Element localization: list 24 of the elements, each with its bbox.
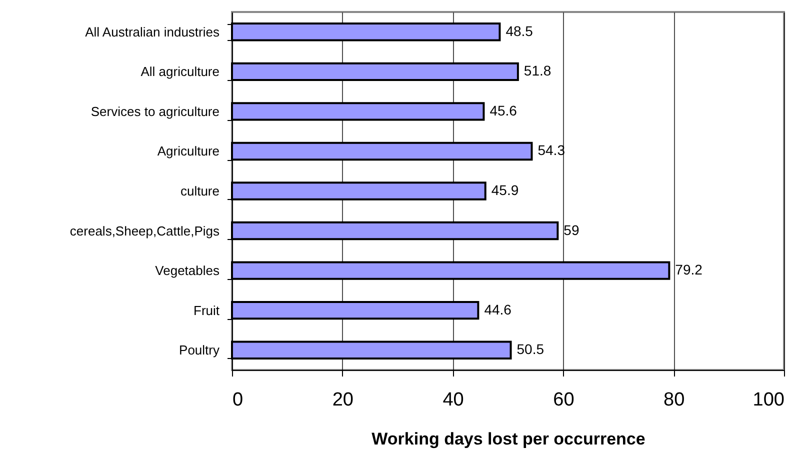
x-tick-label: 60: [553, 390, 574, 410]
y-tick-label: Poultry: [179, 342, 220, 358]
y-tick-label: Vegetables: [155, 263, 220, 278]
data-label: 48.5: [506, 22, 534, 39]
y-tick-label: Agriculture: [157, 144, 220, 159]
y-tick-label: Fruit: [194, 302, 220, 318]
data-label: 59: [564, 222, 580, 238]
x-tick-label: 100: [752, 390, 784, 410]
data-label: 51.8: [524, 62, 552, 79]
x-tick-label: 20: [332, 390, 354, 410]
y-tick-label: Services to agriculture: [90, 104, 220, 119]
data-label: 45.9: [491, 182, 519, 198]
y-tick-label: cereals,Sheep,Cattle,Pigs: [70, 223, 220, 238]
data-label: 45.6: [490, 102, 518, 118]
y-tick-label: All Australian industries: [85, 24, 220, 40]
x-axis-title: Working days lost per occurrence: [372, 430, 646, 448]
x-tick-label: 0: [232, 390, 244, 410]
y-tick-label: All agriculture: [140, 64, 220, 80]
data-label: 79.2: [675, 262, 703, 278]
data-label: 44.6: [484, 301, 512, 318]
x-tick-label: 80: [664, 390, 685, 410]
x-tick-label: 40: [442, 390, 464, 410]
y-tick-label: culture: [180, 184, 220, 198]
data-label: 50.5: [516, 341, 544, 358]
